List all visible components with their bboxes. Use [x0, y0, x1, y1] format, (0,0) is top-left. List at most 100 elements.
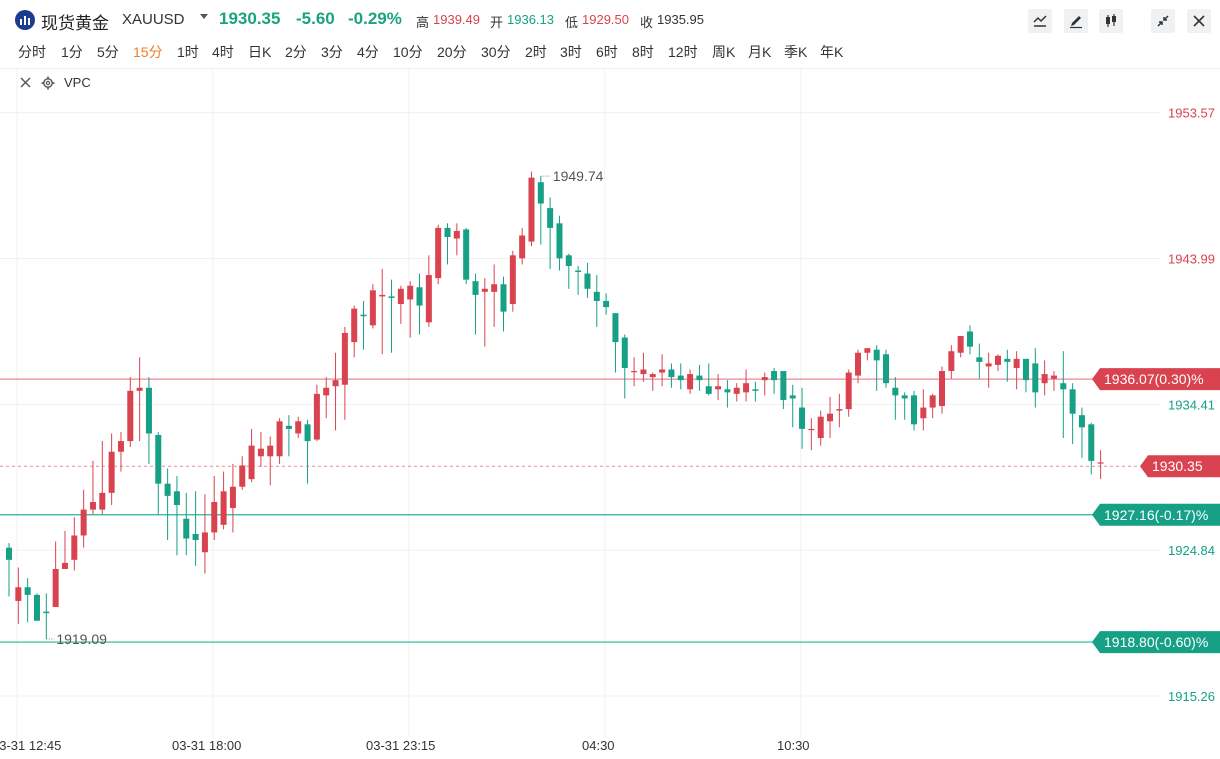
low-label: 低 — [565, 15, 579, 30]
period-tab-5[interactable]: 4时 — [212, 44, 234, 60]
candle-body — [89, 501, 96, 510]
close-value: 1935.95 — [657, 12, 704, 27]
level-tag-1 — [1092, 503, 1220, 526]
candle-body — [668, 369, 675, 378]
y-tick-label-4: 1915.26 — [1168, 689, 1215, 704]
gear-icon[interactable] — [41, 76, 55, 90]
candle-body — [687, 374, 694, 390]
candle-body — [1060, 383, 1067, 390]
close-indicator-icon[interactable] — [20, 77, 31, 88]
candle-body — [248, 445, 255, 480]
candle-body — [425, 275, 432, 323]
candle-body — [817, 416, 824, 439]
candlestick-icon[interactable] — [1099, 9, 1123, 33]
last-price-tag — [1140, 455, 1220, 478]
period-tab-12[interactable]: 30分 — [481, 44, 511, 60]
period-tab-13[interactable]: 2时 — [525, 44, 547, 60]
candle-body — [257, 448, 264, 457]
candle-body — [117, 441, 124, 452]
symbol-code[interactable]: XAUUSD — [122, 11, 185, 28]
period-tab-14[interactable]: 3时 — [560, 44, 582, 60]
candle-body — [677, 375, 684, 381]
period-tab-7[interactable]: 2分 — [285, 44, 307, 60]
candle-body — [873, 349, 880, 361]
period-tab-21[interactable]: 年K — [820, 44, 844, 60]
high-value: 1939.49 — [433, 12, 480, 27]
candle-body — [537, 182, 544, 204]
candle-body — [201, 532, 208, 553]
candle-body — [229, 486, 236, 509]
period-tab-9[interactable]: 4分 — [357, 44, 379, 60]
candle-body — [948, 351, 955, 372]
candle-body — [211, 501, 218, 533]
candle-body — [276, 421, 283, 457]
candle-body — [388, 296, 395, 298]
level-tag-label-2: 1918.80(-0.60)% — [1104, 634, 1208, 650]
candle-body — [733, 387, 740, 394]
candle-body — [771, 371, 778, 381]
candle-body — [976, 357, 983, 362]
candle-body — [724, 389, 731, 393]
candle-body — [519, 235, 526, 259]
candle-body — [1097, 462, 1104, 464]
period-selector: 分时 1分 5分 15分 1时 4时 日K 2分 3分 4分 10分 20分 30分 2时 3时 6时 8时 12… — [0, 40, 1220, 64]
candle-body — [603, 300, 610, 308]
candle-body — [369, 290, 376, 326]
open-label: 开 — [490, 15, 504, 30]
candle-body — [715, 386, 722, 390]
period-tab-2[interactable]: 5分 — [97, 44, 119, 60]
period-tab-17[interactable]: 12时 — [668, 44, 698, 60]
close-label: 收 — [640, 15, 654, 30]
last-price-tag-label: 1930.35 — [1152, 458, 1203, 474]
candle-body — [61, 562, 68, 569]
period-tab-15[interactable]: 6时 — [596, 44, 618, 60]
candle-body — [285, 425, 292, 429]
candle-body — [220, 491, 227, 525]
line-chart-icon[interactable] — [1028, 9, 1052, 33]
candle-body — [416, 287, 423, 306]
candle-body — [911, 395, 918, 425]
candle-body — [621, 337, 628, 368]
candle-body — [575, 270, 582, 273]
candle-body — [379, 294, 386, 297]
candle-body — [705, 386, 712, 394]
period-tab-10[interactable]: 10分 — [393, 44, 423, 60]
candle-body — [500, 284, 507, 312]
candle-body — [1088, 424, 1095, 461]
candle-body — [985, 363, 992, 367]
y-tick-label-0: 1953.57 — [1168, 106, 1215, 121]
x-tick-label-3: 04:30 — [582, 738, 615, 753]
last-price: 1930.35 — [219, 9, 281, 28]
candle-body — [892, 387, 899, 396]
candle-body — [547, 208, 554, 228]
candle-body — [920, 407, 927, 419]
candle-body — [472, 281, 479, 295]
period-tab-18[interactable]: 周K — [712, 44, 736, 60]
candle-body — [649, 374, 656, 378]
candle-body — [1069, 389, 1076, 414]
period-tab-4[interactable]: 1时 — [177, 44, 199, 60]
candle-body — [407, 285, 414, 300]
x-tick-label-2: 03-31 23:15 — [366, 738, 435, 753]
chevron-down-icon[interactable] — [200, 14, 208, 19]
candle-body — [15, 587, 22, 601]
period-tab-20[interactable]: 季K — [784, 44, 808, 60]
period-tab-3[interactable]: 15分 — [133, 44, 163, 60]
candle-body — [808, 428, 815, 431]
candle-body — [304, 424, 311, 442]
x-tick-label-1: 03-31 18:00 — [172, 738, 241, 753]
period-tab-11[interactable]: 20分 — [437, 44, 467, 60]
period-tab-16[interactable]: 8时 — [632, 44, 654, 60]
period-tab-8[interactable]: 3分 — [321, 44, 343, 60]
pencil-icon[interactable] — [1064, 9, 1088, 33]
candle-body — [351, 308, 358, 343]
period-tab-1[interactable]: 1分 — [61, 44, 83, 60]
candle-body — [556, 223, 563, 259]
candle-body — [453, 230, 460, 239]
period-tab-6[interactable]: 日K — [248, 44, 272, 60]
collapse-icon[interactable] — [1151, 9, 1175, 33]
close-icon[interactable] — [1187, 9, 1211, 33]
period-tab-19[interactable]: 月K — [748, 44, 772, 60]
period-tab-0[interactable]: 分时 — [18, 44, 46, 60]
